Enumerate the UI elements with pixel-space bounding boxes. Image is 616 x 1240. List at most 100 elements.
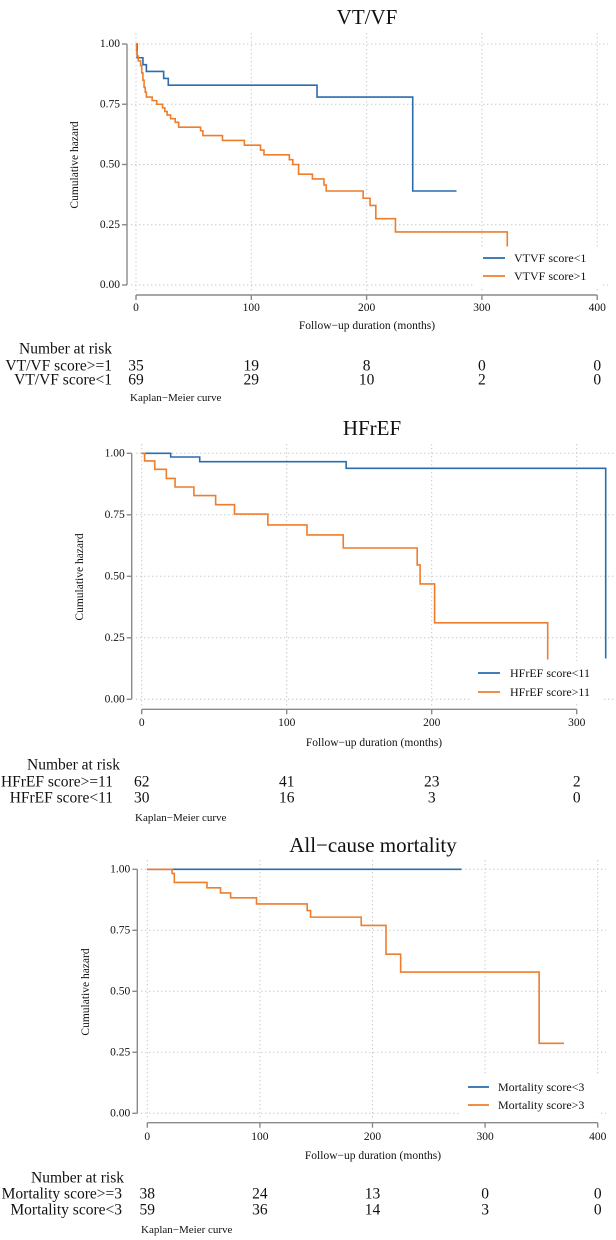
- x-axis: 0 100 200 300 400 Follow−up duration (months): [144, 1121, 607, 1162]
- risk-count: 0: [593, 358, 601, 375]
- y-tick-label: 0.75: [110, 924, 130, 936]
- risk-count: 2: [573, 774, 581, 791]
- chart-title: VT/VF: [337, 5, 398, 29]
- risk-row-label: Mortality score<3: [10, 1202, 122, 1219]
- legend-item-mortality-score-lt-3: Mortality score<3: [468, 1080, 584, 1094]
- risk-row-label: VT/VF score<1: [14, 372, 112, 389]
- survival-curve-mortality-score-gt-3: [147, 868, 564, 1045]
- y-axis-title: Cumulative hazard: [69, 121, 81, 208]
- risk-row-label: VT/VF score>=1: [5, 358, 112, 375]
- legend-label: Mortality score>3: [498, 1098, 584, 1112]
- legend-item-vtvf-score-gt-1: VTVF score>1: [483, 269, 586, 283]
- km-chart-vt-vf: VT/VF VTVF score<1 VTVF score>1 0.00 0.25 0.5…: [5, 5, 608, 404]
- x-axis: 0 100 200 300 Follow−up duration (months): [139, 708, 586, 749]
- y-axis-title: Cumulative hazard: [80, 948, 92, 1035]
- legend-label: HFrEF score<11: [510, 666, 590, 680]
- legend-item-hfref-score-lt-11: HFrEF score<11: [478, 666, 590, 680]
- y-tick-label: 0.00: [105, 693, 125, 705]
- y-axis-title: Cumulative hazard: [74, 533, 86, 620]
- y-tick-label: 0.00: [100, 279, 120, 291]
- x-tick-label: 300: [476, 1131, 494, 1143]
- survival-curve-vtvf-score-gt-1: [135, 43, 509, 247]
- y-tick-label: 0.75: [105, 509, 125, 521]
- y-axis: 0.00 0.25 0.50 0.75 1.00 Cumulative hazard: [74, 447, 133, 705]
- risk-row-label: HFrEF score>=11: [1, 774, 113, 791]
- x-tick-label: 0: [139, 717, 145, 729]
- legend-item-vtvf-score-lt-1: VTVF score<1: [483, 251, 586, 265]
- risk-count: 0: [594, 1186, 602, 1203]
- x-axis: 0 100 200 300 400 Follow−up duration (months): [133, 294, 607, 332]
- risk-count: 30: [134, 790, 150, 807]
- risk-count: 3: [428, 790, 436, 807]
- chart-caption: Kaplan−Meier curve: [141, 1224, 233, 1236]
- y-tick-label: 0.75: [100, 98, 120, 110]
- legend-label: VTVF score>1: [514, 269, 586, 283]
- y-tick-label: 1.00: [110, 863, 130, 875]
- y-tick-label: 0.25: [110, 1046, 130, 1058]
- risk-count: 0: [594, 1202, 602, 1219]
- x-axis-title: Follow−up duration (months): [299, 320, 435, 332]
- x-axis-title: Follow−up duration (months): [305, 1150, 441, 1162]
- y-tick-label: 0.25: [100, 219, 120, 231]
- risk-count: 10: [359, 372, 375, 389]
- survival-curve-vtvf-score-lt-1: [136, 43, 457, 192]
- y-tick-label: 0.50: [110, 985, 130, 997]
- risk-count: 16: [279, 790, 295, 807]
- risk-count: 8: [363, 358, 371, 375]
- x-tick-label: 200: [364, 1131, 382, 1143]
- risk-count: 35: [128, 358, 144, 375]
- risk-table-header: Number at risk: [31, 1170, 124, 1187]
- risk-count: 36: [252, 1202, 268, 1219]
- legend: Mortality score<3 Mortality score>3: [461, 1075, 599, 1117]
- legend-item-mortality-score-gt-3: Mortality score>3: [468, 1098, 584, 1112]
- risk-table-row: HFrEF score<11 30 16 3 0: [10, 790, 581, 807]
- x-tick-label: 0: [133, 302, 139, 314]
- risk-count: 0: [573, 790, 581, 807]
- km-chart-hfref: HFrEF HFrEF score<11 HFrEF score>11 0.00 0.2…: [1, 416, 616, 824]
- risk-table-row: Mortality score<3 59 36 14 3 0: [10, 1202, 601, 1219]
- survival-curves: [141, 452, 607, 660]
- legend-label: Mortality score<3: [498, 1080, 584, 1094]
- risk-count: 13: [365, 1186, 381, 1203]
- x-tick-label: 100: [243, 302, 261, 314]
- legend-background: [470, 661, 602, 704]
- risk-count: 69: [128, 372, 144, 389]
- risk-count: 23: [424, 774, 440, 791]
- y-tick-label: 0.50: [105, 570, 125, 582]
- risk-count: 14: [365, 1202, 381, 1219]
- x-tick-label: 0: [144, 1131, 150, 1143]
- y-tick-label: 1.00: [100, 38, 120, 50]
- y-axis: 0.00 0.25 0.50 0.75 1.00 Cumulative hazard: [69, 38, 128, 291]
- legend: VTVF score<1 VTVF score>1: [474, 247, 602, 289]
- legend: HFrEF score<11 HFrEF score>11: [470, 661, 602, 704]
- chart-title: All−cause mortality: [289, 833, 457, 857]
- risk-count: 0: [478, 358, 486, 375]
- x-tick-label: 400: [589, 302, 607, 314]
- risk-count: 19: [244, 358, 260, 375]
- risk-count: 0: [593, 372, 601, 389]
- legend-label: HFrEF score>11: [510, 685, 590, 699]
- x-axis-title: Follow−up duration (months): [306, 737, 442, 749]
- risk-row-label: Mortality score>=3: [2, 1186, 123, 1203]
- x-tick-label: 400: [589, 1131, 607, 1143]
- risk-count: 59: [140, 1202, 156, 1219]
- legend-background: [474, 247, 602, 289]
- x-tick-label: 300: [473, 302, 491, 314]
- risk-count: 0: [481, 1186, 489, 1203]
- y-tick-label: 0.50: [100, 159, 120, 171]
- legend-label: VTVF score<1: [514, 251, 586, 265]
- y-tick-label: 0.25: [105, 632, 125, 644]
- risk-count: 29: [244, 372, 260, 389]
- y-tick-label: 1.00: [105, 447, 125, 459]
- chart-caption: Kaplan−Meier curve: [135, 812, 227, 824]
- x-tick-label: 100: [251, 1131, 269, 1143]
- survival-curves: [135, 43, 509, 247]
- y-axis: 0.00 0.25 0.50 0.75 1.00 Cumulative hazard: [80, 863, 139, 1119]
- risk-count: 2: [478, 372, 486, 389]
- x-tick-label: 200: [358, 302, 376, 314]
